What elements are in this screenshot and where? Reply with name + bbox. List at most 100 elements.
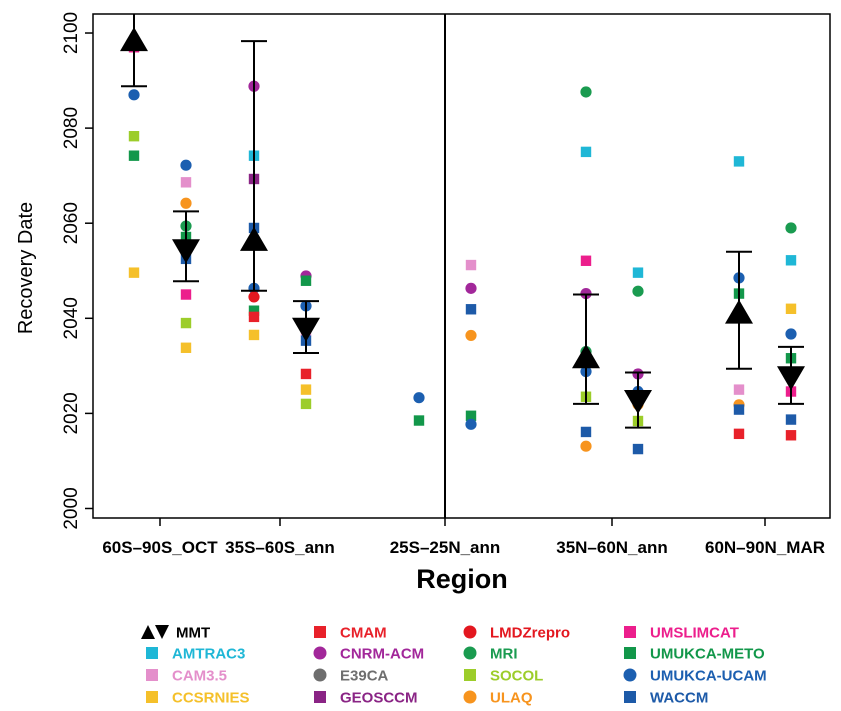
x-tick-label: 35N–60N_ann	[556, 538, 668, 557]
data-point	[128, 130, 140, 142]
data-point	[128, 150, 140, 161]
legend-marker	[463, 646, 477, 660]
y-tick-label: 2040	[61, 297, 82, 339]
legend-item: WACCM	[624, 690, 708, 707]
legend-label: UMUKCA-UCAM	[650, 668, 767, 685]
legend-item: MMT	[141, 625, 210, 642]
data-point	[300, 398, 312, 410]
legend-item: GEOSCCM	[314, 690, 418, 707]
x-tick-label: 60S–90S_OCT	[102, 538, 218, 557]
data-point	[465, 282, 477, 294]
legend-marker	[464, 669, 476, 681]
data-point	[248, 329, 260, 341]
mmt-triangle-up	[725, 299, 753, 324]
legend-marker	[623, 668, 637, 682]
legend-label: CCSRNIES	[172, 690, 250, 707]
legend-label: CMAM	[340, 625, 387, 642]
data-point	[733, 428, 745, 440]
legend-item: UMSLIMCAT	[624, 625, 739, 642]
legend-item: CCSRNIES	[146, 690, 250, 707]
legend-marker	[624, 691, 636, 703]
data-point	[785, 255, 797, 266]
mmt-triangle-down	[292, 317, 320, 342]
legend-label: ULAQ	[490, 690, 533, 707]
mmt-triangle-down	[172, 239, 200, 264]
legend-label: CAM3.5	[172, 668, 227, 685]
legend-item: SOCOL	[464, 668, 543, 685]
data-point	[128, 267, 140, 278]
x-tick-label: 35S–60S_ann	[225, 538, 335, 557]
data-point	[248, 291, 260, 303]
legend-label: GEOSCCM	[340, 690, 418, 707]
legend-label: MRI	[490, 646, 518, 663]
data-point	[785, 414, 797, 425]
data-point	[128, 89, 140, 101]
data-point	[580, 255, 592, 266]
data-point	[733, 156, 745, 167]
data-point	[180, 342, 192, 353]
legend-label: E39CA	[340, 668, 389, 685]
legend-item: E39CA	[313, 668, 389, 685]
legend-marker	[624, 647, 636, 659]
data-point	[180, 177, 192, 188]
data-point	[580, 146, 592, 158]
data-point	[180, 289, 192, 300]
data-point	[465, 304, 477, 315]
legend-item: ULAQ	[463, 690, 533, 707]
mmt-triangle-down	[624, 390, 652, 415]
legend-label: MMT	[176, 625, 210, 642]
legend-marker	[146, 691, 158, 703]
legend-item: CAM3.5	[146, 668, 227, 685]
legend-label: CNRM-ACM	[340, 646, 424, 663]
legend-marker-up	[141, 625, 155, 639]
legend-marker	[624, 626, 636, 638]
mmt-triangle-up	[572, 344, 600, 369]
legend-item: CNRM-ACM	[313, 646, 424, 663]
mmt-triangle-up	[120, 27, 148, 52]
data-point	[785, 303, 797, 314]
y-tick-label: 2100	[61, 12, 82, 54]
data-point	[300, 384, 312, 395]
legend-label: AMTRAC3	[172, 646, 245, 663]
data-point	[180, 317, 192, 329]
data-point	[300, 368, 312, 380]
data-point	[733, 404, 745, 415]
legend-marker	[463, 690, 477, 704]
legend-marker	[314, 691, 326, 703]
data-point	[413, 415, 425, 426]
data-point	[632, 285, 644, 297]
x-axis-title: Region	[416, 564, 508, 594]
y-tick-label: 2020	[61, 392, 82, 434]
data-point	[632, 267, 644, 278]
legend-item: MRI	[463, 646, 518, 663]
legend-marker	[146, 647, 158, 659]
data-point	[465, 410, 477, 421]
data-point	[300, 275, 312, 286]
y-axis-title: Recovery Date	[15, 202, 37, 334]
legend-item: CMAM	[314, 625, 387, 642]
plot-area: 2000 2020 2040 2060 2080 2100 60S–90S_OCT 35S–6…	[61, 12, 831, 557]
data-point	[413, 392, 425, 404]
data-point	[785, 430, 797, 441]
mmt-triangle-down	[777, 366, 805, 391]
data-point	[180, 159, 192, 171]
data-point	[785, 222, 797, 234]
legend: MMT AMTRAC3 CAM3.5 CCSRNIES CMAM CNRM-ACM E39C…	[141, 625, 767, 707]
y-tick-label: 2080	[61, 107, 82, 149]
data-point	[465, 418, 477, 430]
legend-item: AMTRAC3	[146, 646, 245, 663]
legend-item: UMUKCA-UCAM	[623, 668, 767, 685]
legend-marker	[313, 668, 327, 682]
legend-label: UMUKCA-METO	[650, 646, 765, 663]
data-point	[785, 328, 797, 340]
legend-marker	[313, 646, 327, 660]
legend-item: LMDZrepro	[463, 625, 570, 642]
legend-marker-down	[155, 625, 169, 639]
data-point	[465, 329, 477, 342]
data-point	[248, 311, 260, 323]
legend-label: LMDZrepro	[490, 625, 570, 642]
x-tick-label: 25S–25N_ann	[390, 538, 501, 557]
legend-marker	[314, 626, 326, 638]
data-point	[733, 384, 745, 395]
